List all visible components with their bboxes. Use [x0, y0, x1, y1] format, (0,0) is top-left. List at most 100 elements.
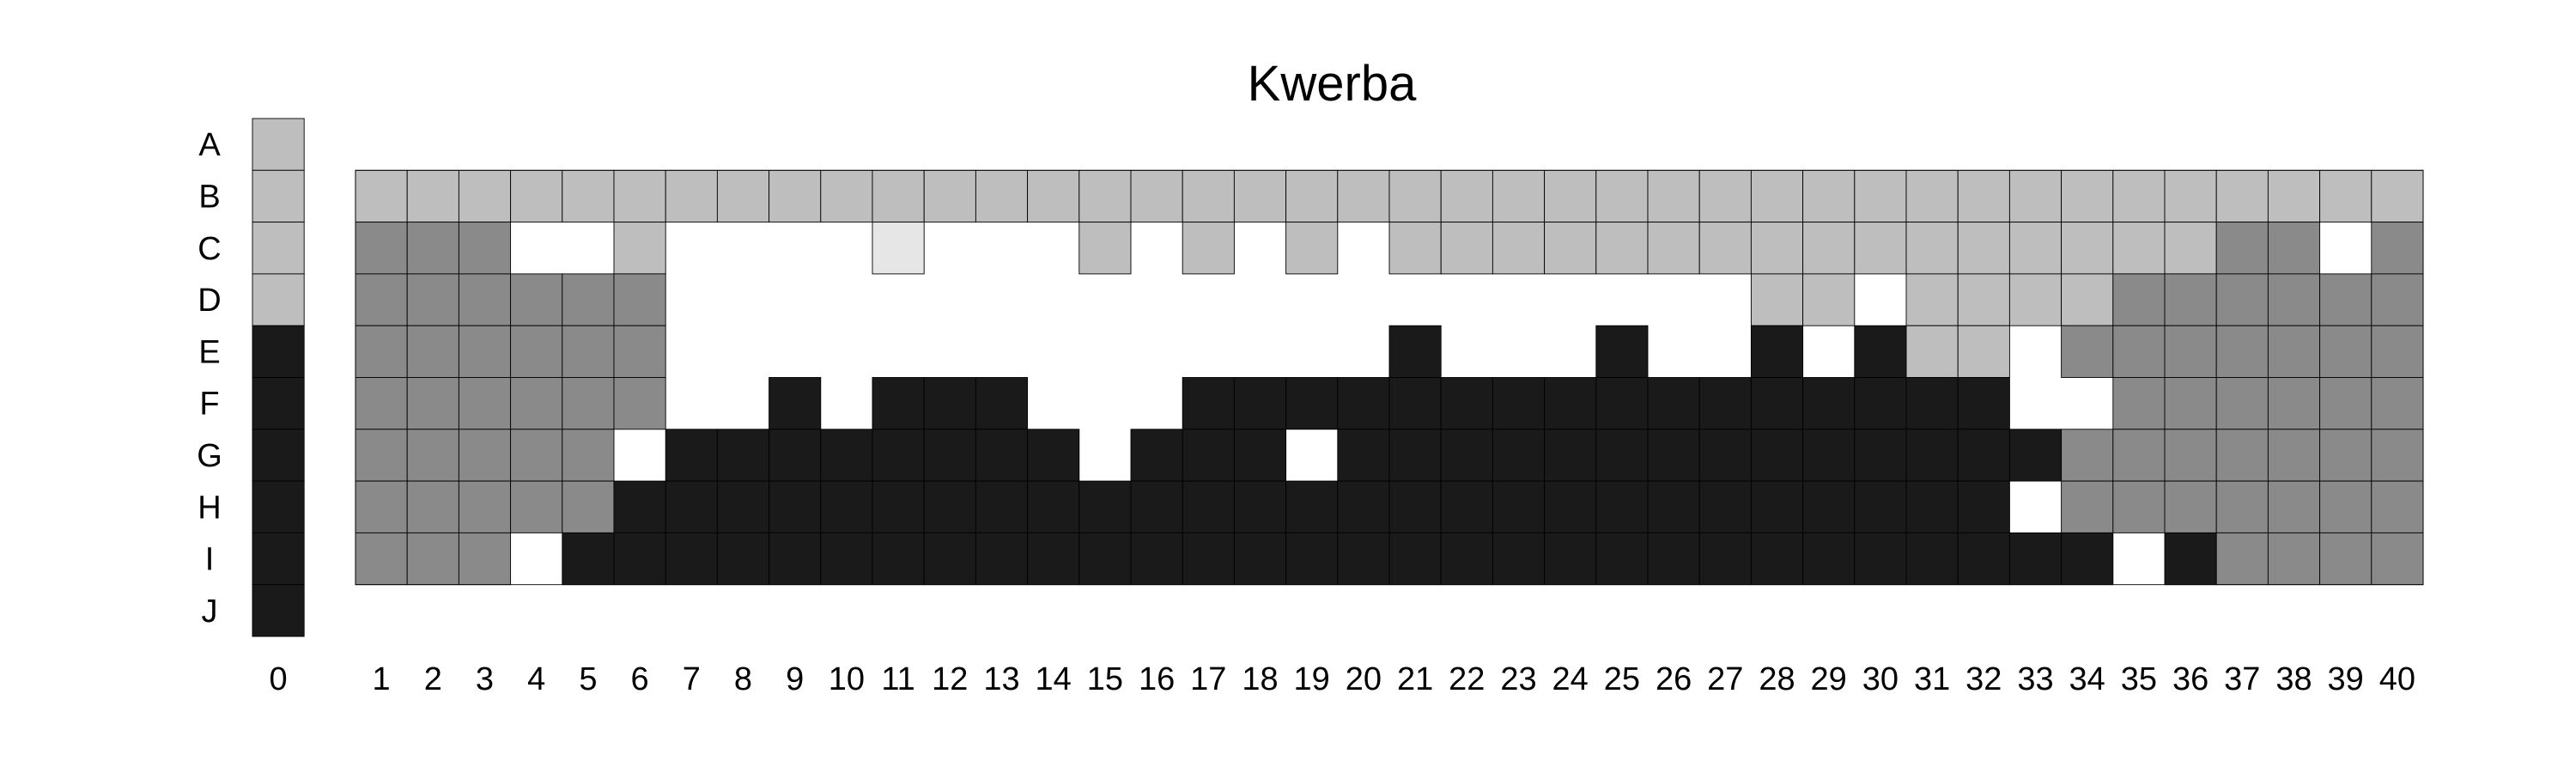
cell-D-1 — [355, 273, 408, 326]
cell-B-33 — [2008, 169, 2063, 223]
cell-H-0 — [252, 480, 305, 533]
cell-D-37 — [2215, 273, 2269, 326]
cell-G-26 — [1647, 429, 1700, 482]
cell-D-40 — [2371, 273, 2424, 326]
row-label-B: B — [198, 179, 220, 215]
cell-F-19 — [1285, 377, 1339, 430]
cell-B-0 — [252, 169, 305, 223]
cell-C-34 — [2061, 222, 2114, 275]
cell-D-28 — [1750, 273, 1804, 326]
cell-E-32 — [1957, 325, 2010, 378]
cell-B-31 — [1905, 169, 1959, 223]
cell-B-19 — [1285, 169, 1339, 223]
cell-E-39 — [2319, 325, 2372, 378]
column-label-18: 18 — [1242, 661, 1278, 697]
cell-F-12 — [923, 377, 976, 430]
cell-D-29 — [1802, 273, 1856, 326]
cell-H-19 — [1285, 480, 1339, 533]
cell-F-36 — [2164, 377, 2217, 430]
column-label-3: 3 — [476, 661, 494, 697]
cell-F-22 — [1440, 377, 1493, 430]
cell-I-1 — [355, 532, 408, 586]
cell-I-38 — [2267, 532, 2321, 586]
cell-F-40 — [2371, 377, 2424, 430]
cell-H-26 — [1647, 480, 1700, 533]
cell-I-6 — [613, 532, 666, 586]
row-label-H: H — [197, 490, 221, 526]
chart-title: Kwerba — [1248, 56, 1417, 112]
cell-I-13 — [975, 532, 1029, 586]
cell-F-4 — [510, 377, 563, 430]
cell-E-35 — [2112, 325, 2166, 378]
cell-J-0 — [252, 584, 305, 637]
row-label-E: E — [198, 334, 220, 370]
cell-F-9 — [769, 377, 822, 430]
cell-C-19 — [1285, 222, 1339, 275]
cell-G-7 — [665, 429, 718, 482]
cell-D-32 — [1957, 273, 2010, 326]
cell-F-17 — [1182, 377, 1235, 430]
cell-F-13 — [975, 377, 1029, 430]
column-label-30: 30 — [1862, 661, 1899, 697]
cell-D-5 — [562, 273, 615, 326]
column-label-8: 8 — [734, 661, 752, 697]
cell-B-24 — [1544, 169, 1597, 223]
cell-B-13 — [975, 169, 1029, 223]
cell-C-29 — [1802, 222, 1856, 275]
cell-I-5 — [562, 532, 615, 586]
cell-H-36 — [2164, 480, 2217, 533]
cell-H-38 — [2267, 480, 2321, 533]
cell-A-0 — [252, 118, 305, 171]
cell-F-2 — [406, 377, 459, 430]
cell-G-22 — [1440, 429, 1493, 482]
cell-B-6 — [613, 169, 666, 223]
row-label-C: C — [197, 231, 221, 267]
cell-E-21 — [1388, 325, 1442, 378]
cell-H-25 — [1595, 480, 1649, 533]
cell-E-31 — [1905, 325, 1959, 378]
column-label-16: 16 — [1139, 661, 1175, 697]
cell-B-26 — [1647, 169, 1700, 223]
cell-I-30 — [1854, 532, 1907, 586]
cell-C-24 — [1544, 222, 1597, 275]
cell-D-33 — [2008, 273, 2063, 326]
cell-I-39 — [2319, 532, 2372, 586]
cell-H-40 — [2371, 480, 2424, 533]
column-label-24: 24 — [1552, 661, 1589, 697]
cell-G-23 — [1492, 429, 1546, 482]
cell-I-20 — [1337, 532, 1390, 586]
cell-I-28 — [1750, 532, 1804, 586]
column-label-19: 19 — [1294, 661, 1330, 697]
cell-H-32 — [1957, 480, 2010, 533]
column-label-5: 5 — [579, 661, 597, 697]
cell-H-29 — [1802, 480, 1856, 533]
cell-I-21 — [1388, 532, 1442, 586]
cell-B-14 — [1027, 169, 1080, 223]
cell-G-12 — [923, 429, 976, 482]
column-label-14: 14 — [1036, 661, 1072, 697]
cell-G-9 — [769, 429, 822, 482]
cell-H-22 — [1440, 480, 1493, 533]
cell-F-39 — [2319, 377, 2372, 430]
cell-F-1 — [355, 377, 408, 430]
grid-frame — [355, 169, 2424, 586]
cell-F-37 — [2215, 377, 2269, 430]
cell-E-30 — [1854, 325, 1907, 378]
cell-H-5 — [562, 480, 615, 533]
column-label-6: 6 — [631, 661, 649, 697]
cell-E-37 — [2215, 325, 2269, 378]
cell-F-38 — [2267, 377, 2321, 430]
cell-G-18 — [1233, 429, 1287, 482]
cell-H-2 — [406, 480, 459, 533]
cell-G-13 — [975, 429, 1029, 482]
cell-F-6 — [613, 377, 666, 430]
cell-B-23 — [1492, 169, 1546, 223]
cell-H-39 — [2319, 480, 2372, 533]
cell-C-17 — [1182, 222, 1235, 275]
cell-F-20 — [1337, 377, 1390, 430]
column-label-13: 13 — [983, 661, 1019, 697]
cell-D-36 — [2164, 273, 2217, 326]
cell-D-31 — [1905, 273, 1959, 326]
cell-I-27 — [1698, 532, 1752, 586]
